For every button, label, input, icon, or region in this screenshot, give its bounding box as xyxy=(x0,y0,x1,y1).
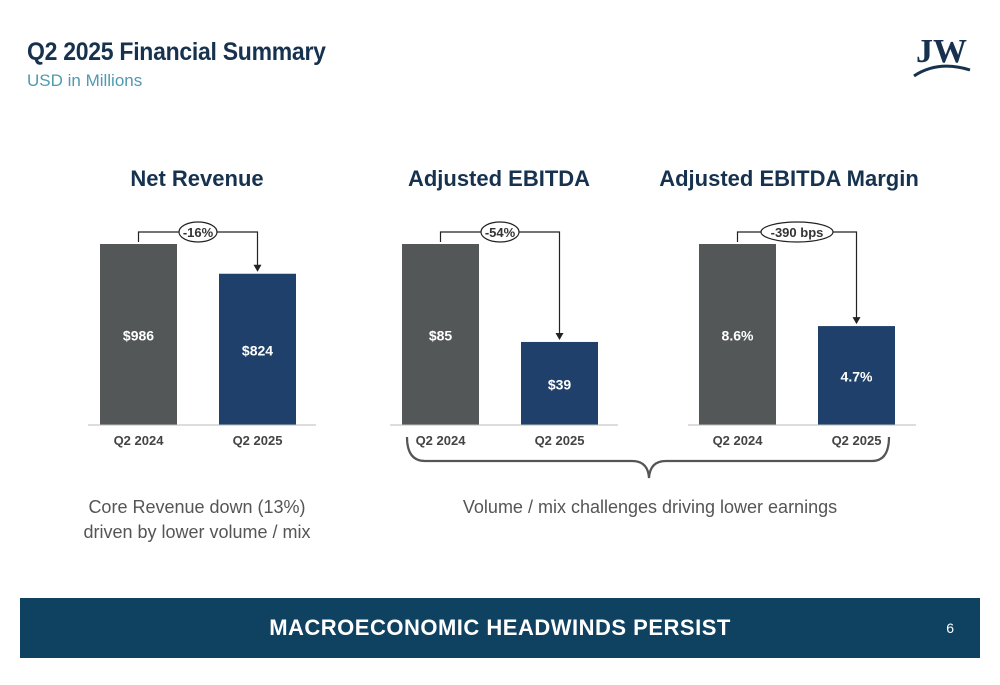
change-badge xyxy=(178,221,218,243)
tick-label: Q2 2025 xyxy=(535,433,585,448)
tick-label: Q2 2024 xyxy=(416,433,467,448)
page-subtitle: USD in Millions xyxy=(27,71,143,90)
footer-banner: MACROECONOMIC HEADWINDS PERSIST 6 xyxy=(20,598,980,658)
change-label: -390 bps xyxy=(771,225,824,240)
bar-adjusted-ebitda-margin-q2-2024 xyxy=(699,244,776,425)
bar-adjusted-ebitda-q2-2025 xyxy=(521,341,598,425)
tick-label: Q2 2024 xyxy=(114,433,165,448)
data-label: 8.6% xyxy=(722,328,754,344)
data-label: $39 xyxy=(548,376,572,392)
bar-net-revenue-q2-2025 xyxy=(219,273,296,425)
bar-adjusted-ebitda-q2-2024 xyxy=(402,244,479,425)
data-label: $824 xyxy=(242,342,273,358)
change-label: -54% xyxy=(485,225,516,240)
data-label: $85 xyxy=(429,328,453,344)
change-badge xyxy=(760,221,834,243)
tick-label: Q2 2025 xyxy=(233,433,283,448)
data-label: $986 xyxy=(123,328,154,344)
note-volume-mix: Volume / mix challenges driving lower ea… xyxy=(462,497,838,517)
change-arrowhead xyxy=(253,264,262,272)
bar-charts: $986 Q2 2024 $824 Q2 2025 -16% $85 Q2 2024 $39 Q… xyxy=(88,221,916,479)
data-label: 4.7% xyxy=(841,369,873,385)
chart-title-net-revenue: Net Revenue xyxy=(130,166,264,191)
logo-lettering: JW xyxy=(916,33,967,70)
page-title: Q2 2025 Financial Summary xyxy=(27,38,326,66)
change-badge xyxy=(480,221,520,243)
change-label: -16% xyxy=(183,225,214,240)
page-number: 6 xyxy=(946,620,954,636)
logo-swoosh xyxy=(913,64,971,78)
note-core-revenue: Core Revenue down (13%) driven by lower … xyxy=(83,497,311,542)
bar-net-revenue-q2-2024 xyxy=(100,244,177,425)
change-arrowhead xyxy=(555,332,564,340)
bar-adjusted-ebitda-margin-q2-2025 xyxy=(818,326,895,425)
grouping-brace xyxy=(405,436,891,479)
tick-label: Q2 2024 xyxy=(713,433,764,448)
company-logo: JW xyxy=(913,33,971,78)
banner-text: MACROECONOMIC HEADWINDS PERSIST xyxy=(269,615,731,640)
chart-title-ebitda-margin: Adjusted EBITDA Margin xyxy=(659,166,919,191)
change-arrowhead xyxy=(852,317,861,325)
tick-label: Q2 2025 xyxy=(832,433,882,448)
chart-title-adjusted-ebitda: Adjusted EBITDA xyxy=(407,166,591,191)
